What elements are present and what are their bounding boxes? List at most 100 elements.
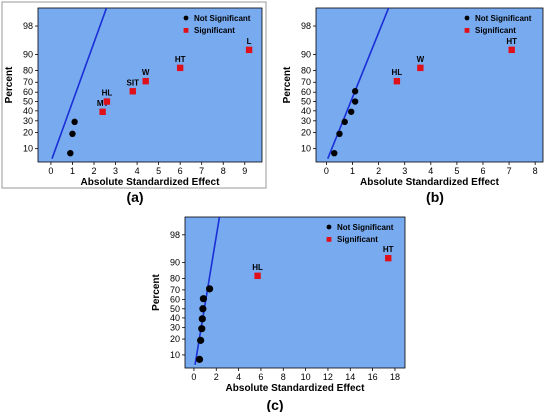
x-tick-label: 16 xyxy=(368,372,378,382)
x-tick-label: 8 xyxy=(281,372,286,382)
x-tick-label: 0 xyxy=(48,166,53,176)
y-tick-label: 90 xyxy=(301,49,311,59)
significant-point-2 xyxy=(417,64,424,72)
y-tick-label: 60 xyxy=(301,87,311,97)
legend-label-significant: Significant xyxy=(337,235,378,244)
y-tick-label: 40 xyxy=(23,106,33,116)
y-tick-label: 20 xyxy=(170,334,180,344)
y-tick-label: 60 xyxy=(23,87,33,97)
panel-caption: (c) xyxy=(266,397,283,412)
not-significant-point-7 xyxy=(205,285,214,293)
significant-label-2: HT xyxy=(383,245,394,254)
y-tick-label: 80 xyxy=(170,273,180,283)
x-tick-label: 9 xyxy=(242,166,247,176)
legend-label-significant: Significant xyxy=(475,26,516,35)
x-tick-label: 10 xyxy=(301,372,311,382)
y-tick-label: 10 xyxy=(23,144,33,154)
not-significant-point-1 xyxy=(331,149,338,157)
x-axis-title: Absolute Standardized Effect xyxy=(360,177,500,188)
x-tick-label: 2 xyxy=(376,166,381,176)
plot-area xyxy=(184,216,406,369)
y-axis-title: Percent xyxy=(4,66,15,103)
y-tick-label: 70 xyxy=(170,285,180,295)
significant-label-1: HL xyxy=(392,68,403,77)
not-significant-point-3 xyxy=(71,118,78,126)
y-tick-label: 70 xyxy=(23,77,33,87)
x-tick-label: 4 xyxy=(135,166,140,176)
not-significant-point-5 xyxy=(351,98,359,105)
plot-area xyxy=(315,7,544,163)
significant-point-2 xyxy=(385,254,392,262)
panel-caption: (b) xyxy=(426,189,444,205)
significant-point-4 xyxy=(142,77,149,85)
not-significant-point-2 xyxy=(69,130,76,138)
significant-label-3: HT xyxy=(506,37,517,46)
fit-line xyxy=(51,8,108,159)
not-significant-point-2 xyxy=(336,130,343,138)
significant-label-4: W xyxy=(142,68,150,77)
x-tick-label: 8 xyxy=(221,166,226,176)
x-tick-label: 7 xyxy=(199,166,204,176)
y-tick-label: 80 xyxy=(23,66,33,76)
y-tick-label: 98 xyxy=(23,21,33,31)
significant-point-1 xyxy=(254,272,261,280)
x-tick-label: 5 xyxy=(156,166,161,176)
significant-label-5: HT xyxy=(175,55,186,64)
legend-marker-significant xyxy=(326,237,332,242)
y-tick-label: 40 xyxy=(170,313,180,323)
x-tick-label: 8 xyxy=(533,166,538,176)
x-tick-label: 6 xyxy=(480,166,485,176)
not-significant-point-4 xyxy=(198,315,206,323)
x-tick-label: 4 xyxy=(236,372,241,382)
y-tick-label: 90 xyxy=(23,49,33,59)
y-tick-label: 20 xyxy=(301,127,311,137)
x-tick-label: 1 xyxy=(70,166,75,176)
y-tick-label: 70 xyxy=(301,77,311,87)
not-significant-point-3 xyxy=(198,325,206,333)
significant-point-3 xyxy=(508,46,515,54)
y-tick-label: 10 xyxy=(301,144,311,154)
legend-label-not-significant: Not Significant xyxy=(194,14,251,23)
significant-label-1: MT xyxy=(97,99,109,108)
x-tick-label: 3 xyxy=(402,166,407,176)
legend-marker-not-significant xyxy=(464,15,470,21)
x-tick-label: 5 xyxy=(454,166,459,176)
y-tick-label: 30 xyxy=(170,323,180,333)
y-tick-label: 50 xyxy=(301,97,311,107)
legend-marker-significant xyxy=(464,28,470,33)
y-tick-label: 20 xyxy=(23,127,33,137)
x-tick-label: 2 xyxy=(91,166,96,176)
x-tick-label: 18 xyxy=(390,372,400,382)
not-significant-point-6 xyxy=(199,295,208,303)
x-axis-title: Absolute Standardized Effect xyxy=(81,177,221,188)
y-tick-label: 50 xyxy=(23,97,33,107)
y-tick-label: 10 xyxy=(170,350,180,360)
significant-point-2 xyxy=(103,98,111,105)
x-tick-label: 1 xyxy=(350,166,355,176)
y-tick-label: 50 xyxy=(170,304,180,314)
x-tick-label: 14 xyxy=(345,372,355,382)
y-tick-label: 98 xyxy=(301,21,311,31)
y-tick-label: 30 xyxy=(23,116,33,126)
legend-label-significant: Significant xyxy=(194,26,235,35)
x-tick-label: 6 xyxy=(178,166,183,176)
x-tick-label: 0 xyxy=(324,166,329,176)
significant-point-1 xyxy=(393,77,401,85)
x-axis-title: Absolute Standardized Effect xyxy=(226,383,366,394)
not-significant-point-3 xyxy=(341,118,348,126)
y-axis-title: Percent xyxy=(151,273,162,310)
legend-label-not-significant: Not Significant xyxy=(475,14,532,23)
legend-label-not-significant: Not Significant xyxy=(337,223,394,232)
x-tick-label: 2 xyxy=(214,372,219,382)
not-significant-point-5 xyxy=(199,305,207,313)
y-axis-title: Percent xyxy=(282,66,293,103)
not-significant-point-2 xyxy=(197,336,205,344)
x-tick-label: 12 xyxy=(323,372,333,382)
x-tick-label: 3 xyxy=(113,166,118,176)
y-tick-label: 98 xyxy=(170,230,180,240)
not-significant-point-6 xyxy=(351,88,359,95)
y-tick-label: 90 xyxy=(170,258,180,268)
